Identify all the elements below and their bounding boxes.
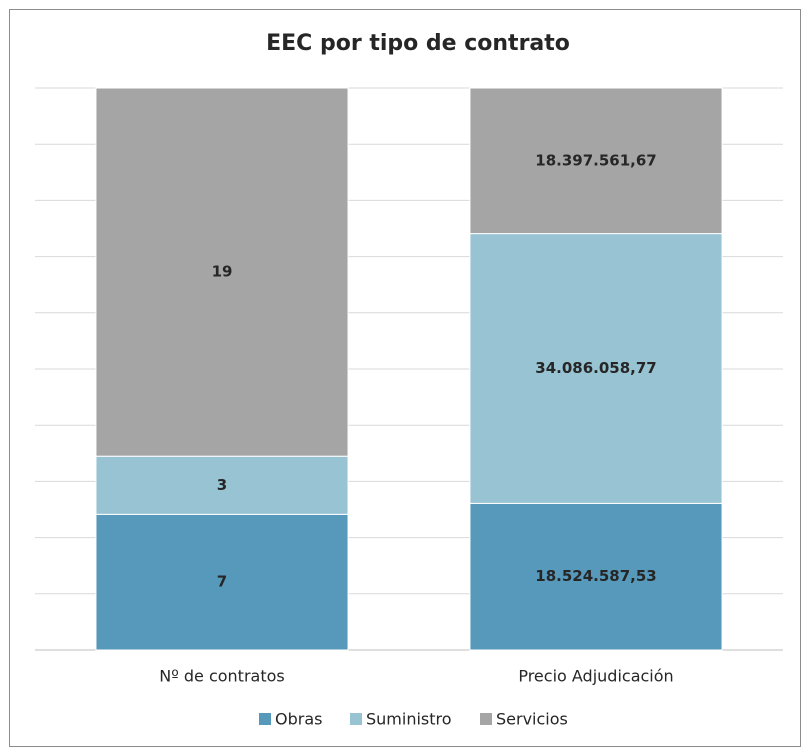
x-tick-label: Nº de contratos [159, 667, 284, 686]
data-label: 18.524.587,53 [535, 567, 656, 585]
chart-title: EEC por tipo de contrato [266, 31, 570, 56]
data-label: 7 [217, 573, 227, 591]
bar-segment [469, 502, 723, 651]
legend-label: Servicios [496, 710, 568, 729]
data-label: 34.086.058,77 [535, 359, 656, 377]
legend-swatch [350, 713, 362, 725]
bar-segment [469, 87, 723, 235]
data-label: 18.397.561,67 [535, 151, 656, 169]
legend-swatch [480, 713, 492, 725]
data-label: 3 [217, 476, 227, 494]
bar-segment [469, 233, 723, 504]
x-tick-label: Precio Adjudicación [518, 667, 673, 686]
bar-segment [95, 87, 349, 457]
data-label: 19 [212, 263, 233, 281]
legend-swatch [259, 713, 271, 725]
legend-label: Obras [275, 710, 322, 729]
bar-segment [95, 455, 349, 515]
bar-segment [95, 513, 349, 651]
legend-label: Suministro [366, 710, 452, 729]
